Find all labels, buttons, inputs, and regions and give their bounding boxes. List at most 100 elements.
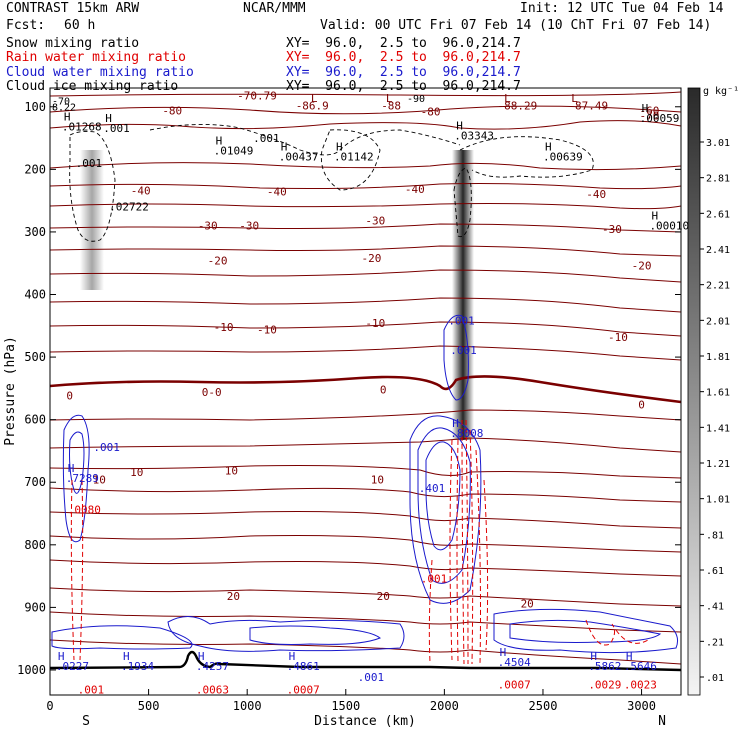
rain-contour [461,419,465,665]
extremum-value: .001 [78,684,105,697]
colorbar-unit: g kg⁻¹ [703,86,739,97]
plot-frame [49,87,682,696]
extremum-value: .001 [358,671,385,684]
low-marker: L [386,92,393,105]
isotherm-label: 10 [93,473,106,486]
extremum-value: .01268 [62,121,102,134]
org-label: NCAR/MMM [243,1,306,16]
isotherm-label: -20 [208,254,228,267]
extremum-marker: H [281,141,288,154]
extremum-marker: H [336,141,343,154]
extremum-marker: H [500,646,507,659]
ice-contour [69,130,116,242]
extremum-value: .001 [103,122,130,135]
colorbar-tick-label: 3.01 [706,138,730,149]
extremum-value: .00059 [640,112,680,125]
snow-column-south [80,150,104,290]
low-marker: L [504,92,511,105]
isotherm-label: 0 [66,390,73,403]
cloud-water-contour [425,441,461,551]
colorbar-tick-label: .41 [706,602,724,613]
extremum-marker: H [58,650,65,663]
x-tick-label: 3000 [627,699,656,713]
isotherm-line [50,223,681,233]
field-name-cloud-ice: Cloud ice mixing ratio [6,79,179,94]
forecast-hour: 60 h [64,18,96,33]
isotherm-label: -20 [361,252,381,265]
extremum-value: .0029 [588,679,621,692]
colorbar-tick-label: 2.21 [706,281,730,292]
colorbar-tick-label: 1.81 [706,352,730,363]
x-tick-label: 1500 [331,699,360,713]
extremum-marker: H [216,134,223,147]
extremum-value: .00437 [279,151,319,164]
isotherm-label: -88 [381,99,401,112]
isotherm-label: -30 [602,223,622,236]
isotherm-label: -60 [640,104,660,117]
extremum-value: .001 [448,315,475,328]
forecast-label: Fcst: [6,18,46,33]
field-name-cloud-water: Cloud water mixing ratio [6,65,194,80]
y-tick-label: 900 [24,600,46,614]
extremum-value: .401 [419,482,446,495]
extremum-value: .0080 [68,504,101,517]
y-tick-label: 100 [24,100,46,114]
extremum-marker: H [642,102,649,115]
extremum-value: .4257 [196,660,229,673]
isotherm-label: 0 [638,398,645,411]
isotherm-line [50,321,681,337]
ice-contour [320,129,381,191]
cloud-water-contour [509,619,662,643]
cloud-water-contour [167,616,405,652]
ice-contour [149,124,461,156]
isotherm-label: -10 [608,331,628,344]
init-time: Init: 12 UTC Tue 04 Feb 14 [520,1,724,16]
rain-contour [449,439,453,661]
y-tick-label: 200 [24,162,46,176]
low-marker: L [571,92,578,105]
ice-contour [453,167,472,238]
extremum-marker: H [456,119,463,132]
zero-isotherm [50,375,681,404]
rain-contour [428,559,433,663]
isotherm-label: 0-0 [202,386,222,399]
y-tick-label: 400 [24,288,46,302]
extremum-marker: H [198,650,205,663]
rain-contour [475,449,481,665]
x-tick-label: 500 [138,699,160,713]
isotherm-line [50,487,681,503]
field-xy-snow: XY= 96.0, 2.5 to 96.0,214.7 [286,36,521,51]
x-tick-label: 1000 [233,699,262,713]
extremum-value: .01049 [214,144,254,157]
isotherm-label: 20 [521,597,534,610]
colorbar-tick-label: 2.41 [706,245,730,256]
isotherm-label: 10 [130,466,143,479]
isotherm-label: 0 [380,383,387,396]
isotherm-label: -80 [162,104,182,117]
y-axis-title: Pressure (hPa) [3,336,18,446]
isotherm-line [50,245,681,257]
isotherm-label: -88.29 [497,99,537,112]
north-label: N [658,714,666,729]
y-tick-label: 1000 [17,663,46,677]
isotherm-line [50,345,681,361]
colorbar-tick-label: 1.61 [706,388,730,399]
isotherm-line [50,269,681,283]
isotherm-label: -40 [405,183,425,196]
cloud-water-contour [409,415,482,604]
colorbar-tick-label: .01 [706,673,724,684]
misc-label: -90 [407,94,425,105]
isotherm-line [50,162,681,171]
rain-contour [483,479,489,651]
extremum-marker: H [68,462,75,475]
extremum-marker: H [590,650,597,663]
x-tick-label: 2500 [529,699,558,713]
isotherm-label: -10 [214,321,234,334]
isotherm-line [50,465,681,479]
isotherm-label: -80 [421,106,441,119]
extremum-value: .4504 [498,656,531,669]
cloud-water-contour [51,625,193,650]
model-title: CONTRAST 15km ARW [6,1,140,16]
isotherm-line [50,183,681,190]
